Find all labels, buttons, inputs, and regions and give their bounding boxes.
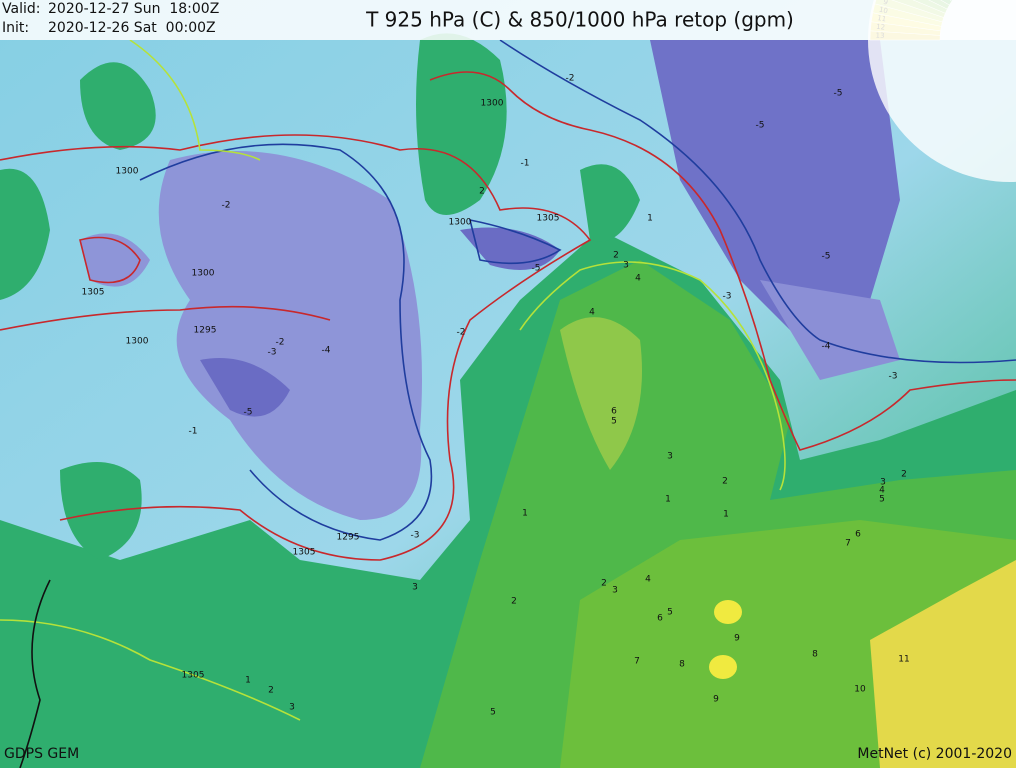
contour-label: 3 [612,586,618,596]
contour-label: 3 [880,478,886,488]
contour-label: 3 [623,261,629,271]
contour-label: 9 [713,695,719,705]
contour-label: 2 [601,579,607,589]
contour-label: 3 [412,583,418,593]
contour-label: 5 [490,708,496,718]
contour-label: 2 [511,597,517,607]
valid-label: Valid: [2,1,40,17]
contour-label: -5 [532,264,541,274]
contour-label: 8 [679,660,685,670]
contour-label: -2 [276,338,285,348]
header-band [0,0,1016,40]
contour-label: 2 [479,187,485,197]
contour-label: 1 [647,214,653,224]
contour-label: 7 [634,657,640,667]
contour-label: 1 [245,676,251,686]
contour-label: 9 [734,634,740,644]
contour-label: -5 [822,252,831,262]
init-label: Init: [2,20,29,36]
contour-label: -5 [834,89,843,99]
contour-label: 1 [522,509,528,519]
contour-label: 3 [667,452,673,462]
init-time: 2020-12-26 Sat 00:00Z [48,20,216,36]
contour-label: 4 [879,486,885,496]
temperature-fields [0,33,1016,768]
contour-label: 1 [723,510,729,520]
contour-label: -3 [723,292,732,302]
credit: MetNet (c) 2001-2020 [857,746,1012,762]
contour-label: -3 [411,531,420,541]
contour-label: -3 [889,372,898,382]
contour-label: 4 [589,308,595,318]
contour-label: 1305 [182,671,205,681]
contour-label: 10 [854,685,866,695]
map-title: T 925 hPa (C) & 850/1000 hPa retop (gpm) [365,8,794,32]
contour-label: -1 [189,427,198,437]
contour-label: 1305 [82,288,105,298]
contour-label: 8 [812,650,818,660]
contour-label: -5 [756,121,765,131]
contour-label: 1300 [126,337,149,347]
contour-label: -2 [457,328,466,338]
model-name: GDPS GEM [4,746,79,762]
contour-label: 1300 [481,99,504,109]
contour-label: 1305 [293,548,316,558]
contour-label: 6 [657,614,663,624]
contour-label: 3 [289,703,295,713]
contour-label: 1300 [116,167,139,177]
contour-label: 1300 [192,269,215,279]
contour-label: 1295 [337,533,360,543]
contour-label: 1 [665,495,671,505]
contour-label: 1295 [194,326,217,336]
contour-label: 1305 [537,214,560,224]
contour-label: -1 [521,159,530,169]
contour-label: 5 [611,417,617,427]
contour-label: -4 [322,346,331,356]
contour-label: -3 [268,348,277,358]
contour-label: -2 [222,201,231,211]
contour-label: 7 [845,539,851,549]
contour-label: 4 [645,575,651,585]
contour-label: 2 [613,251,619,261]
contour-label: 6 [611,407,617,417]
contour-label: 2 [722,477,728,487]
valid-time: 2020-12-27 Sun 18:00Z [48,1,219,17]
contour-label: 11 [898,655,909,665]
contour-label: 2 [268,686,274,696]
contour-label: -5 [244,408,253,418]
contour-label: 4 [635,274,641,284]
contour-label: 5 [879,495,885,505]
contour-label: 5 [667,608,673,618]
contour-label: 2 [901,470,907,480]
legend-backdrop [868,0,1016,182]
contour-label: -2 [566,74,575,84]
contour-label: 6 [855,530,861,540]
contour-label: -4 [822,342,831,352]
contour-label: 1300 [449,218,472,228]
isolines [0,39,1016,768]
